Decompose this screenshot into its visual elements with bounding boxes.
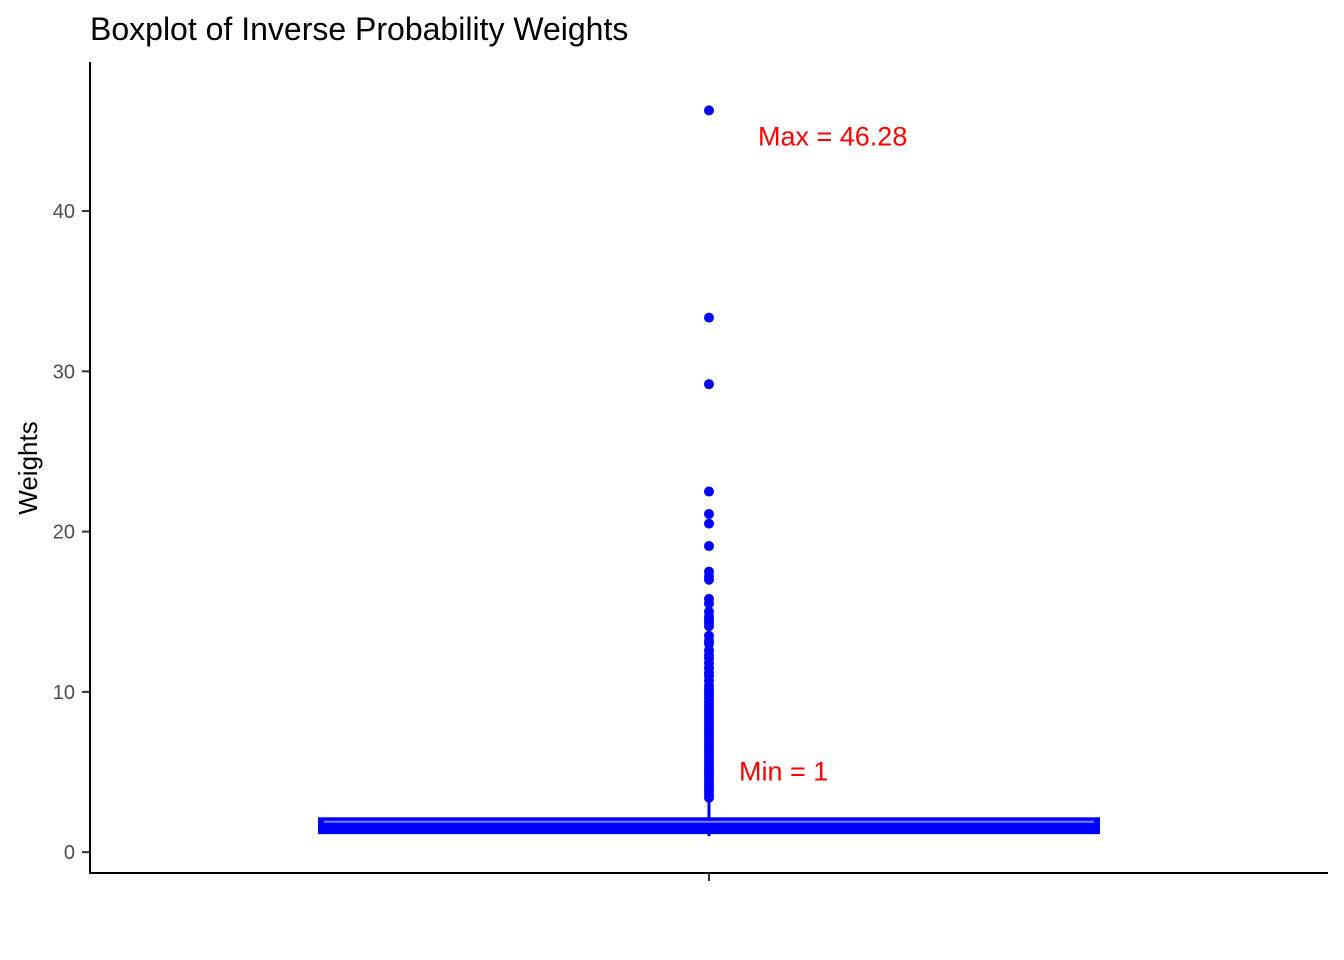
outlier-point bbox=[704, 621, 714, 632]
outlier-point bbox=[704, 105, 714, 116]
outlier-point bbox=[704, 541, 714, 552]
max-annotation: Max = 46.28 bbox=[758, 122, 907, 152]
outlier-point bbox=[704, 486, 714, 497]
outlier-point bbox=[704, 379, 714, 390]
y-tick-label: 40 bbox=[53, 201, 75, 223]
y-tick-label: 20 bbox=[53, 522, 75, 544]
y-axis-ticks: 0 10 20 30 40 bbox=[53, 201, 90, 864]
y-tick-label: 30 bbox=[53, 361, 75, 383]
y-tick-label: 10 bbox=[53, 682, 75, 704]
chart-title: Boxplot of Inverse Probability Weights bbox=[90, 11, 628, 47]
y-tick-label: 0 bbox=[64, 842, 75, 864]
annotations: Max = 46.28 Min = 1 bbox=[739, 122, 907, 787]
y-axis-label: Weights bbox=[13, 421, 43, 514]
outlier-point bbox=[704, 598, 714, 609]
outlier-point bbox=[704, 792, 714, 803]
axes bbox=[89, 62, 1328, 881]
outlier-point bbox=[704, 312, 714, 323]
plot-marks bbox=[318, 105, 1100, 837]
min-annotation: Min = 1 bbox=[739, 756, 828, 786]
outlier-point bbox=[704, 518, 714, 529]
outlier-point bbox=[704, 574, 714, 585]
outlier-point bbox=[704, 508, 714, 519]
